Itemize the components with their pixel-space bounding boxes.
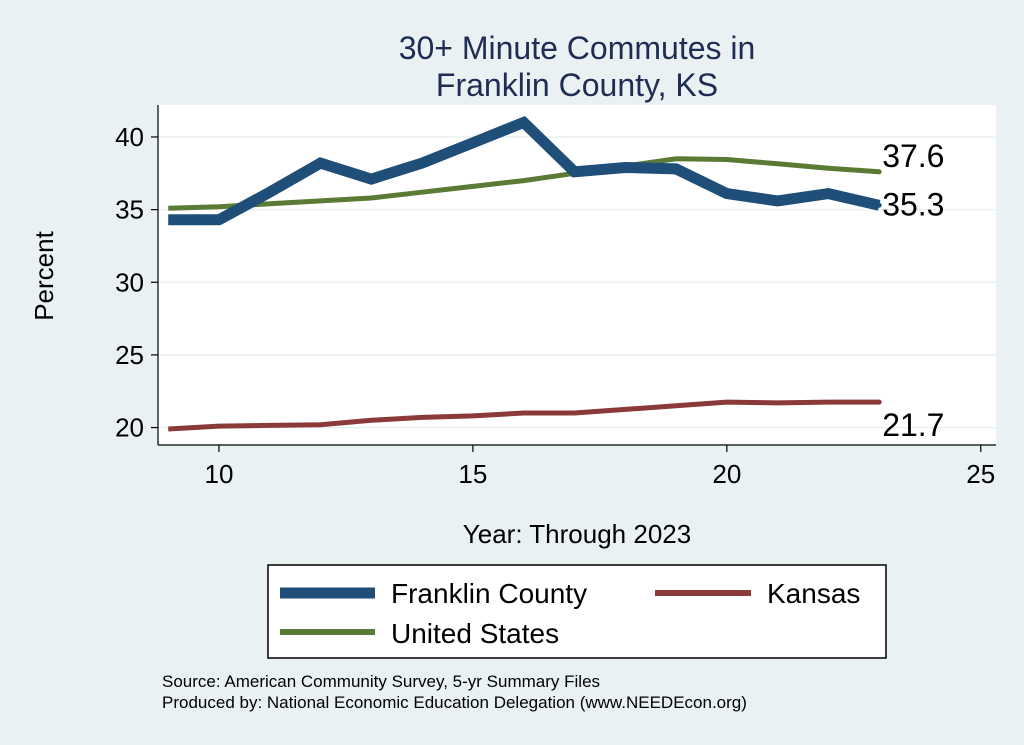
y-tick-label-25: 25 (115, 340, 144, 370)
x-tick-label-20: 20 (712, 459, 741, 489)
y-axis-title: Percent (29, 230, 59, 320)
series-line-franklin-county (168, 115, 881, 226)
y-tick-label-30: 30 (115, 267, 144, 297)
series-line-united-states (168, 156, 880, 211)
series-endpoint-united-states (876, 169, 882, 175)
end-labels: 35.3 21.7 37.6 (882, 138, 944, 443)
axes (157, 105, 996, 446)
series-endpoint-kansas (876, 399, 882, 405)
legend-label-kansas: Kansas (767, 578, 860, 609)
gridlines (158, 136, 996, 429)
end-label-kansas: 21.7 (882, 407, 944, 443)
end-label-franklin-county: 35.3 (882, 186, 944, 222)
x-axis-title: Year: Through 2023 (463, 519, 691, 549)
series-lines (168, 115, 882, 432)
y-tick-label-40: 40 (115, 122, 144, 152)
legend-label-united-states: United States (391, 618, 559, 649)
y-tick-label-20: 20 (115, 413, 144, 443)
x-tick-label-25: 25 (966, 459, 995, 489)
end-label-united-states: 37.6 (882, 138, 944, 174)
ticks: 20 25 30 35 40 10 15 20 25 (115, 122, 995, 489)
legend: Franklin County Kansas United States (267, 564, 887, 659)
series-endpoint-franklin-county (876, 202, 882, 208)
series-line-kansas (168, 399, 880, 432)
chart-title-line-2: Franklin County, KS (436, 67, 718, 103)
chart-title-line-1: 30+ Minute Commutes in (399, 30, 756, 66)
legend-label-franklin-county: Franklin County (391, 578, 587, 609)
x-tick-label-15: 15 (458, 459, 487, 489)
source-line-1: Source: American Community Survey, 5-yr … (162, 672, 600, 691)
x-tick-label-10: 10 (204, 459, 233, 489)
legend-box (267, 564, 887, 659)
plot-area (158, 105, 996, 445)
y-tick-label-35: 35 (115, 195, 144, 225)
source-line-2: Produced by: National Economic Education… (162, 693, 747, 712)
